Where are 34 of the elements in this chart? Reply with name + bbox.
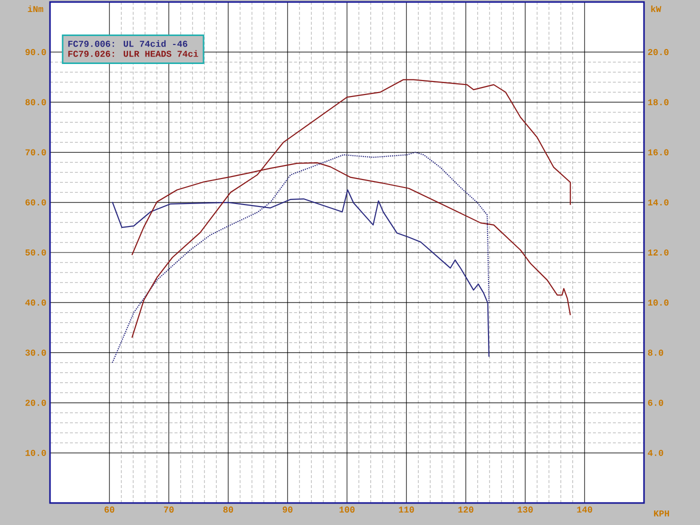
y-tick-label: 10.0 [26, 450, 46, 456]
text: FC79.006: UL 74cid -46 [68, 40, 188, 47]
text: FC79.026: ULR HEADS 74ci [68, 50, 198, 57]
y2-tick-label: 20.0 [648, 49, 669, 56]
line-series [131, 79, 571, 338]
y2-tick-label: 4.0 [648, 450, 664, 456]
y-axis-title: iNm [28, 6, 44, 12]
x-tick-label: 80 [223, 506, 234, 513]
x-tick-label: 100 [340, 506, 355, 513]
x-tick-label: 60 [104, 506, 114, 513]
y2-tick-label: 16.0 [648, 149, 669, 156]
y2-tick-label: 6.0 [648, 400, 664, 406]
x-tick-label: 70 [164, 506, 174, 513]
y2-axis-title: kW [651, 6, 662, 12]
y-tick-label: 30.0 [25, 350, 46, 356]
x-tick-label: 90 [282, 506, 292, 513]
y2-tick-label: 8.0 [648, 350, 664, 356]
y2-tick-label: 10.0 [648, 300, 669, 306]
y2-tick-label: 14.0 [648, 199, 669, 206]
x-tick-label: 140 [577, 506, 592, 513]
y-tick-label: 70.0 [26, 149, 46, 156]
y2-tick-label: 18.0 [648, 99, 669, 106]
y-tick-label: 20.0 [25, 400, 46, 406]
y-tick-label: 90.0 [25, 49, 46, 56]
x-tick-label: 110 [398, 506, 414, 513]
line-series [112, 152, 490, 364]
y-tick-label: 80.0 [25, 99, 46, 106]
x-axis-title: KPH [654, 510, 670, 516]
y-tick-label: 40.0 [25, 300, 46, 306]
y-tick-label: 50.0 [25, 249, 46, 256]
y2-tick-label: 12.0 [648, 249, 669, 256]
y-tick-label: 60.0 [26, 199, 46, 206]
x-tick-label: 130 [518, 506, 533, 513]
x-tick-label: 120 [458, 506, 474, 513]
